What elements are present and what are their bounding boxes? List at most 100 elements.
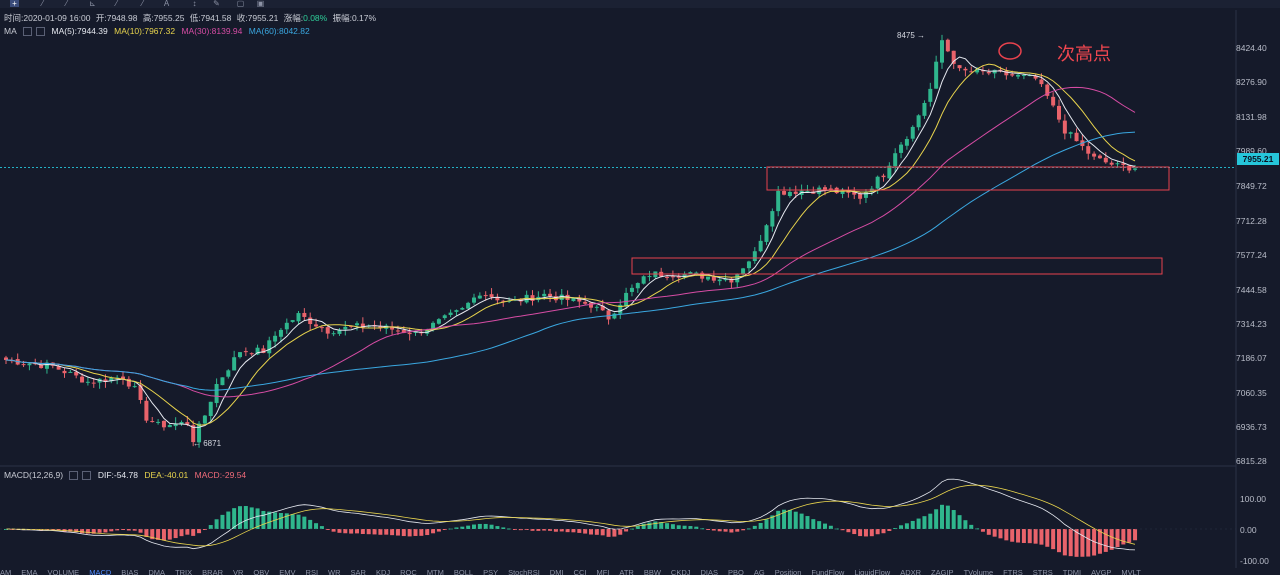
candle-body bbox=[1074, 132, 1079, 142]
candle-body bbox=[27, 363, 32, 366]
indicator-tab[interactable]: DMI bbox=[549, 568, 564, 575]
macd-bar bbox=[395, 529, 400, 536]
indicator-tab[interactable]: TDMI bbox=[1062, 568, 1082, 575]
candle-body bbox=[1092, 153, 1097, 157]
indicator-tab[interactable]: CKDJ bbox=[670, 568, 691, 575]
candle-body bbox=[243, 351, 248, 353]
indicator-tab[interactable]: TVolume bbox=[963, 568, 994, 575]
indicator-tab[interactable]: RSI bbox=[305, 568, 319, 575]
trash-icon[interactable]: ▣ bbox=[256, 0, 265, 8]
macd-close-icon[interactable] bbox=[82, 471, 92, 481]
candle-body bbox=[319, 327, 324, 329]
indicator-tab[interactable]: BOLL bbox=[453, 568, 474, 575]
macd-bar bbox=[869, 529, 874, 537]
macd-axis-label: -100.00 bbox=[1240, 556, 1269, 566]
macd-bar bbox=[1109, 529, 1114, 550]
indicator-tab[interactable]: EMA bbox=[21, 568, 38, 575]
change-value: 涨幅:0.08% bbox=[283, 13, 328, 23]
indicator-tab[interactable]: PBO bbox=[728, 568, 744, 575]
macd-bar bbox=[419, 529, 424, 536]
indicator-tab[interactable]: BIAS bbox=[121, 568, 139, 575]
lock-icon[interactable]: ▢ bbox=[236, 0, 245, 8]
indicator-tab[interactable]: AG bbox=[753, 568, 765, 575]
indicator-tab[interactable]: BBW bbox=[643, 568, 661, 575]
ma-settings-icon[interactable] bbox=[23, 27, 33, 37]
indicator-tab[interactable]: BRAR bbox=[202, 568, 223, 575]
indicator-tab[interactable]: TRIX bbox=[175, 568, 193, 575]
indicator-tab[interactable]: WR bbox=[328, 568, 341, 575]
candle-body bbox=[1086, 146, 1091, 154]
macd-bar bbox=[606, 529, 611, 537]
indicator-tab[interactable]: ROC bbox=[400, 568, 417, 575]
price-axis-label: 6936.73 bbox=[1236, 422, 1267, 432]
ma30-line bbox=[5, 86, 1136, 398]
macd-bar bbox=[85, 529, 90, 534]
candle-body bbox=[706, 276, 710, 280]
indicator-tab[interactable]: LiquidFlow bbox=[854, 568, 891, 575]
crosshair-icon[interactable]: + bbox=[10, 0, 19, 8]
macd-bar bbox=[261, 510, 266, 529]
macd-bar bbox=[823, 523, 827, 529]
brush-icon[interactable]: ⁄ bbox=[115, 0, 118, 8]
indicator-tab[interactable]: FTRS bbox=[1003, 568, 1023, 575]
indicator-tab[interactable]: FundFlow bbox=[811, 568, 845, 575]
candle-body bbox=[665, 276, 670, 278]
indicator-tab[interactable]: KDJ bbox=[375, 568, 391, 575]
candle-body bbox=[910, 126, 915, 139]
macd-bar bbox=[846, 529, 851, 533]
indicator-tab[interactable]: Position bbox=[774, 568, 802, 575]
indicator-tab[interactable]: DMA bbox=[148, 568, 166, 575]
indicator-tab[interactable]: StochRSI bbox=[508, 568, 540, 575]
candle-body bbox=[255, 347, 260, 355]
pencil-icon[interactable]: ✎ bbox=[213, 0, 220, 8]
candle-body bbox=[641, 276, 646, 284]
candle-body bbox=[74, 371, 79, 376]
macd-bar bbox=[197, 529, 202, 534]
indicator-tab[interactable]: AVGP bbox=[1091, 568, 1112, 575]
indicator-tab[interactable]: ADXR bbox=[900, 568, 922, 575]
macd-bar bbox=[1115, 529, 1120, 548]
candle-body bbox=[571, 298, 576, 302]
indicator-tab[interactable]: ZAGIP bbox=[931, 568, 954, 575]
indicator-tab[interactable]: VOLUME bbox=[47, 568, 80, 575]
ma-close-icon[interactable] bbox=[36, 27, 46, 37]
indicator-tab[interactable]: PSY bbox=[483, 568, 499, 575]
drawing-toolbar: + ⁄ ⁄ ⊾ ⁄ ⁄ A ↕ ✎ ▢ ▣ bbox=[0, 0, 1280, 8]
ruler-icon[interactable]: ↕ bbox=[192, 0, 197, 8]
candle-body bbox=[904, 139, 909, 146]
indicator-tab[interactable]: EMV bbox=[279, 568, 296, 575]
indicator-tab[interactable]: MTM bbox=[426, 568, 444, 575]
indicator-tab[interactable]: OBV bbox=[253, 568, 270, 575]
candle-body bbox=[711, 276, 716, 281]
macd-bar bbox=[945, 505, 950, 529]
macd-bar bbox=[840, 529, 845, 531]
indicator-tab[interactable]: MVLT bbox=[1121, 568, 1141, 575]
candle-body bbox=[969, 71, 974, 73]
macd-bar bbox=[243, 506, 248, 529]
indicator-tab[interactable]: CCI bbox=[573, 568, 587, 575]
indicator-tab[interactable]: VR bbox=[233, 568, 244, 575]
macd-settings-icon[interactable] bbox=[69, 471, 79, 481]
macd-bar bbox=[355, 529, 359, 534]
text-tool-icon[interactable]: A bbox=[163, 0, 170, 8]
macd-bar bbox=[238, 506, 242, 529]
macd-bar bbox=[635, 526, 640, 529]
candle-body bbox=[343, 326, 348, 330]
indicator-tab[interactable]: MFI bbox=[596, 568, 610, 575]
candle-body bbox=[144, 400, 149, 421]
trendline-icon[interactable]: ⁄ bbox=[41, 0, 44, 8]
macd-bar bbox=[68, 529, 73, 532]
fib-icon[interactable]: ⊾ bbox=[89, 0, 96, 8]
indicator-tab[interactable]: STRS bbox=[1032, 568, 1053, 575]
indicator-tab[interactable]: ATR bbox=[619, 568, 634, 575]
measure-icon[interactable]: ⁄ bbox=[141, 0, 144, 8]
macd-bar bbox=[594, 529, 599, 535]
candle-body bbox=[764, 225, 769, 242]
indicator-tab[interactable]: AM bbox=[0, 568, 12, 575]
indicator-tab[interactable]: DIAS bbox=[700, 568, 719, 575]
indicator-tab[interactable]: SAR bbox=[350, 568, 366, 575]
ray-icon[interactable]: ⁄ bbox=[65, 0, 68, 8]
macd-bar bbox=[489, 524, 494, 529]
indicator-tab[interactable]: MACD bbox=[89, 568, 112, 575]
